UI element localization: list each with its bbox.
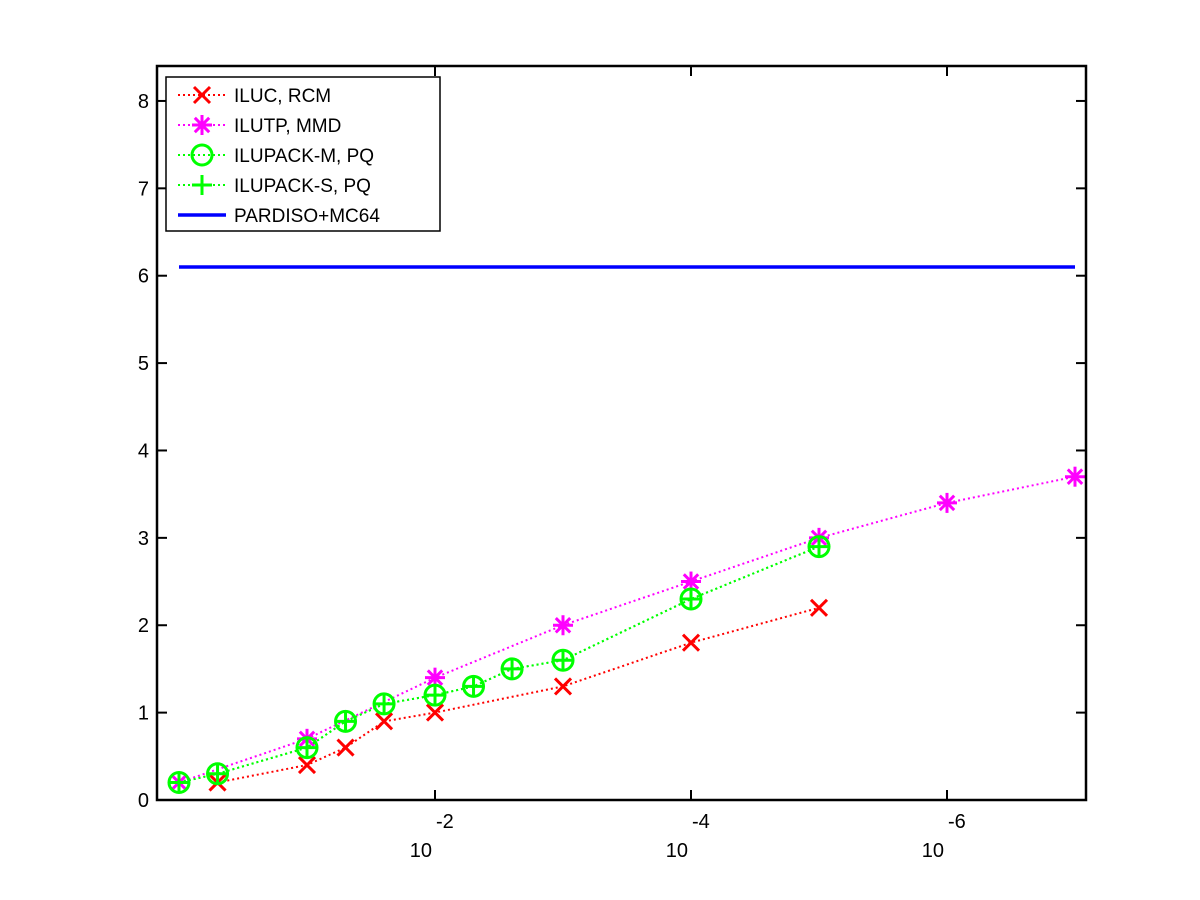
y-tick-label: 7 — [138, 178, 149, 200]
legend-label: ILUPACK-M, PQ — [234, 146, 374, 167]
y-tick-label: 2 — [138, 615, 149, 637]
marker-x-stroke — [553, 677, 573, 696]
legend-entry-iluc-rcm: ILUC, RCM — [178, 85, 331, 107]
y-tick-label: 0 — [138, 790, 149, 812]
marker-asterisk-stroke — [193, 116, 211, 134]
data-point — [425, 685, 445, 706]
data-point — [297, 755, 317, 775]
marker-x-stroke — [809, 598, 829, 617]
legend-label: ILUPACK-S, PQ — [234, 176, 371, 197]
legend: ILUC, RCM ILUTP, MMD ILUPACK-M, PQ ILUPACK-… — [165, 76, 441, 232]
y-tick-label: 3 — [138, 528, 149, 550]
x-tick-label-base: 10 — [922, 840, 944, 862]
data-point — [809, 536, 829, 557]
y-tick-label: 1 — [138, 703, 149, 725]
data-point — [463, 676, 484, 697]
x-tick-label-base: 10 — [666, 840, 688, 862]
legend-marker — [192, 175, 212, 195]
legend-marker — [190, 143, 214, 167]
legend-label: PARDISO+MC64 — [234, 206, 380, 227]
series-layer — [167, 265, 1085, 795]
data-point — [425, 703, 445, 722]
data-point — [375, 712, 394, 731]
marker-x-stroke — [425, 703, 445, 722]
legend-entry-ilupack-s-pq: ILUPACK-S, PQ — [178, 175, 371, 197]
y-tick-label: 8 — [138, 91, 149, 113]
legend-marker — [192, 115, 212, 135]
data-point — [297, 737, 317, 758]
marker-asterisk-stroke — [554, 616, 572, 634]
data-point — [809, 598, 829, 617]
legend-entry-ilutp-mmd: ILUTP, MMD — [178, 115, 341, 137]
legend-marker — [192, 85, 212, 105]
data-point — [553, 677, 573, 696]
legend-entry-ilupack-m-pq: ILUPACK-M, PQ — [178, 143, 374, 167]
axes-box — [155, 64, 1088, 802]
data-point — [937, 492, 957, 513]
data-point — [502, 658, 523, 679]
marker-asterisk-stroke — [938, 494, 956, 512]
legend-label: ILUC, RCM — [234, 86, 331, 107]
data-point — [425, 667, 445, 688]
marker-x-stroke — [192, 85, 212, 105]
x-tick-label-exponent: -4 — [692, 811, 710, 833]
data-point — [553, 650, 573, 671]
x-tick-label-exponent: -2 — [436, 811, 454, 833]
marker-x-stroke — [681, 633, 701, 652]
data-point — [374, 693, 395, 714]
data-point — [336, 738, 355, 757]
legend-entry-pardiso-mc64: PARDISO+MC64 — [178, 206, 380, 227]
marker-x-stroke — [297, 755, 317, 775]
y-tick-label: 5 — [138, 353, 149, 375]
x-tick-label-base: 10 — [410, 840, 432, 862]
marker-asterisk-stroke — [426, 669, 444, 686]
data-point — [553, 615, 573, 636]
marker-x-stroke — [375, 712, 394, 731]
marker-asterisk-stroke — [682, 573, 700, 590]
marker-x-stroke — [336, 738, 355, 757]
series-ilupack-s-pq — [169, 536, 829, 793]
y-tick-label: 6 — [138, 266, 149, 288]
data-point — [207, 763, 228, 784]
series-line — [178, 545, 820, 784]
legend-label: ILUTP, MMD — [234, 116, 341, 137]
data-point — [681, 589, 701, 610]
series-line — [178, 475, 1076, 784]
x-tick-label-exponent: -6 — [948, 811, 966, 833]
marker-circle-stroke — [190, 143, 214, 167]
marker-asterisk-stroke — [1066, 468, 1084, 485]
data-point — [169, 772, 189, 793]
data-point — [335, 711, 356, 732]
data-point — [1065, 466, 1085, 487]
series-line — [217, 606, 820, 784]
data-point — [681, 633, 701, 652]
y-tick-label: 4 — [138, 440, 149, 462]
